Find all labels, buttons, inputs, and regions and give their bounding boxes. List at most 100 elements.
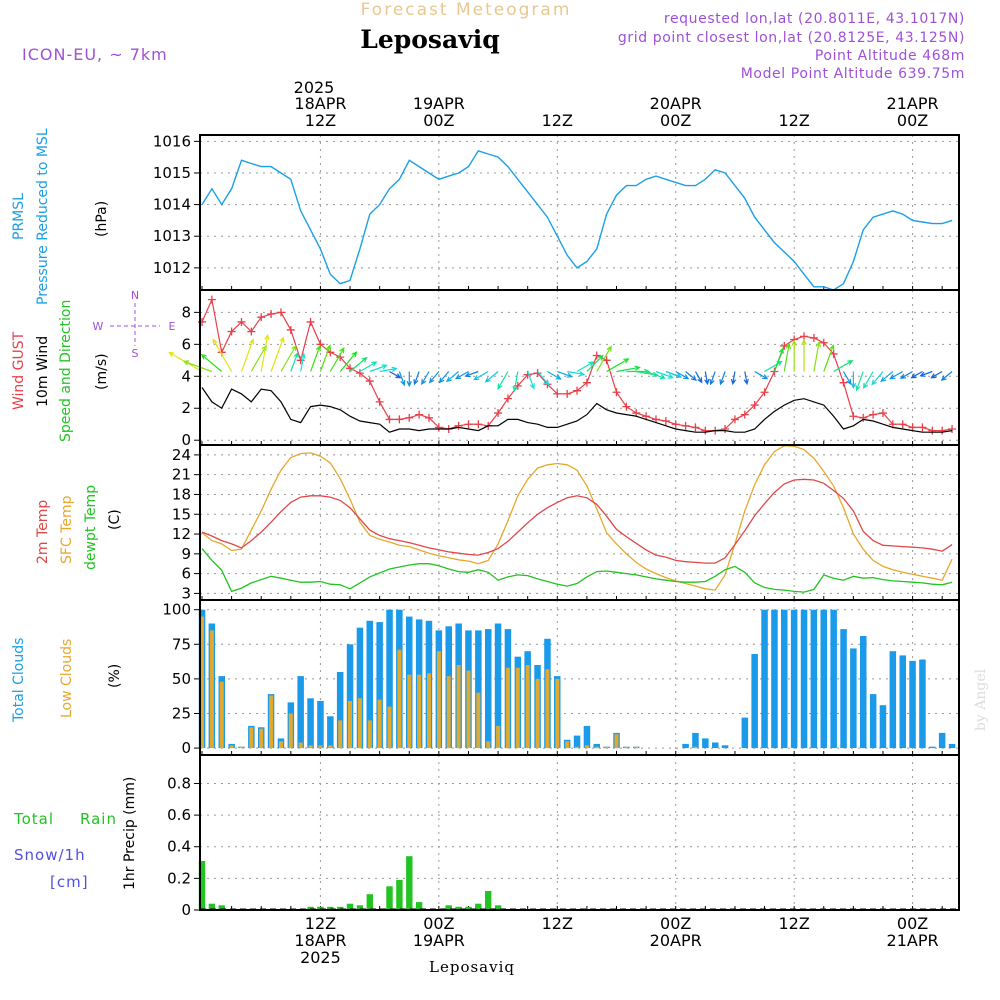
- total-cloud-bar: [948, 743, 956, 749]
- gust-marker: [424, 413, 433, 422]
- wind-arrow: [473, 370, 489, 381]
- low-cloud-bar: [515, 667, 520, 749]
- gust-marker: [612, 388, 621, 397]
- cloud-ytick-label: 0: [181, 739, 191, 757]
- wind-ytick-label: 2: [181, 399, 191, 417]
- gust-marker: [661, 417, 670, 426]
- wind-arrow: [567, 370, 586, 377]
- gust-line: [201, 297, 953, 432]
- temp-ytick-label: 9: [181, 545, 191, 563]
- low-cloud-bar: [505, 667, 510, 749]
- low-cloud-bar: [417, 674, 422, 748]
- gust-marker: [948, 425, 957, 434]
- point-altitude: Point Altitude 468m: [815, 48, 965, 64]
- rain-bar: [465, 906, 472, 910]
- wind-arrow: [428, 371, 440, 384]
- rain-bar: [307, 906, 314, 910]
- total-cloud-bar: [790, 609, 798, 749]
- total-cloud-bar: [820, 609, 827, 749]
- total-cloud-bar: [682, 743, 689, 749]
- rain-label: Rain: [80, 810, 117, 828]
- gust-marker: [464, 420, 473, 429]
- bottom-time-label: 2025: [300, 948, 341, 967]
- wind-frame: [199, 289, 960, 446]
- total-cloud-bar: [346, 644, 354, 749]
- total-cloud-bar: [366, 620, 373, 749]
- gust-marker: [434, 423, 443, 432]
- wind-arrow: [855, 371, 864, 392]
- bottom-time-label: 18APR: [294, 931, 346, 950]
- total-cloud-bar: [494, 623, 502, 749]
- low-cloud-bar: [476, 692, 481, 749]
- wind-arrow: [484, 371, 499, 383]
- gust-marker: [928, 426, 937, 435]
- rain-bar: [475, 903, 482, 910]
- gridpoint-coords: grid point closest lon,lat (20.8125E, 43…: [618, 30, 965, 46]
- gust-marker: [227, 327, 236, 336]
- low-cloud-bar: [535, 678, 540, 749]
- compass-w: W: [93, 320, 104, 333]
- wind-gust-label: Wind GUST: [11, 331, 27, 410]
- wind-arrow: [369, 364, 388, 373]
- wind-ytick-label: 8: [181, 303, 191, 321]
- total-cloud-bar: [771, 609, 778, 749]
- low-cloud-bar: [328, 745, 333, 749]
- wind-arrow: [310, 344, 321, 372]
- gust-marker: [859, 413, 868, 422]
- wind-arrow: [300, 352, 306, 372]
- gust-marker: [474, 420, 483, 429]
- low-cloud-bar: [525, 665, 530, 748]
- rain-bar: [406, 856, 413, 910]
- wind-arrow: [421, 371, 430, 386]
- bottom-time-label: 00Z: [660, 914, 691, 933]
- bottom-time-label: 12Z: [305, 914, 336, 933]
- low-cloud-bar: [249, 727, 254, 749]
- wind-arrow: [339, 351, 358, 372]
- wind-arrow: [200, 353, 223, 372]
- total-cloud-bar: [830, 609, 837, 749]
- wind-arrow: [880, 371, 894, 383]
- cloud-ytick-label: 100: [162, 601, 191, 619]
- dewpt-line: [201, 548, 953, 593]
- pressure-ytick-label: 1016: [153, 132, 191, 150]
- wind-arrow: [754, 370, 769, 380]
- precip-bars: [198, 856, 502, 910]
- chart-layer: 1012101310141015101602468369121518212402…: [153, 94, 960, 967]
- total-cloud-bar: [712, 742, 719, 748]
- wind-unit: (m/s): [94, 353, 110, 390]
- total-cloud-bar: [297, 676, 304, 749]
- wind-arrow: [260, 333, 270, 372]
- low-cloud-bar: [486, 741, 491, 749]
- gust-marker: [740, 410, 749, 419]
- wind-arrow: [675, 370, 690, 380]
- total-cloud-bar: [485, 629, 492, 749]
- total-cloud-bar: [573, 735, 581, 749]
- low-cloud-bar: [219, 681, 224, 749]
- cloud-unit: (%): [107, 664, 123, 688]
- requested-coords: requested lon,lat (20.8011E, 43.1017N): [664, 11, 965, 27]
- gust-marker: [809, 333, 818, 342]
- total-label: Total: [13, 810, 54, 828]
- footer-location: Leposaviq: [429, 958, 515, 976]
- wind-arrow: [773, 347, 784, 372]
- total-clouds-label: Total Clouds: [11, 638, 27, 723]
- bottom-time-label: 00Z: [423, 914, 454, 933]
- wind-10m-label: 10m Wind: [35, 336, 51, 407]
- bottom-time-label: 00Z: [897, 914, 928, 933]
- wind-arrow: [280, 344, 297, 372]
- total-cloud-bar: [307, 698, 314, 749]
- low-cloud-bar: [456, 665, 461, 748]
- low-cloud-bar: [338, 720, 343, 749]
- time-axis: 18APR12Z12Z18APR202519APR00Z00Z19APR12Z1…: [294, 94, 938, 967]
- gust-marker: [237, 317, 246, 326]
- wind-arrow: [379, 366, 398, 373]
- gust-marker: [454, 421, 463, 430]
- watermark: by Angel: [973, 668, 989, 731]
- wind-arrow: [398, 371, 406, 387]
- wind-arrow: [899, 370, 913, 379]
- wind-arrow: [389, 370, 402, 379]
- low-cloud-bar: [427, 673, 431, 748]
- temp-ytick-label: 21: [172, 466, 191, 484]
- rain-bar: [396, 879, 403, 910]
